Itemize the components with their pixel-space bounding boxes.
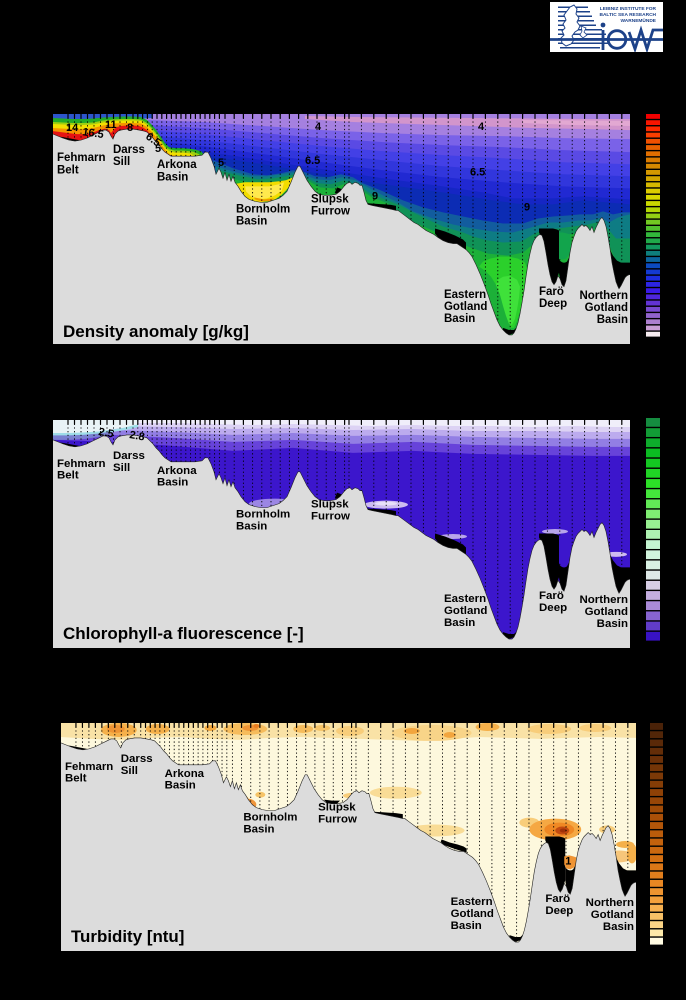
svg-text:9: 9: [372, 190, 378, 202]
svg-text:Basin: Basin: [444, 617, 475, 629]
svg-text:Fehmarn: Fehmarn: [57, 458, 106, 470]
svg-text:Gotland: Gotland: [591, 909, 634, 921]
svg-text:Bornholm: Bornholm: [236, 509, 290, 521]
svg-text:Eastern: Eastern: [451, 896, 493, 908]
svg-text:Gotland: Gotland: [585, 606, 628, 618]
svg-text:9: 9: [524, 201, 530, 213]
svg-text:Arkona: Arkona: [157, 159, 197, 171]
svg-text:4: 4: [478, 121, 485, 133]
svg-text:Turbidity [ntu]: Turbidity [ntu]: [71, 927, 184, 946]
svg-text:Chlorophyll-a fluorescence [-]: Chlorophyll-a fluorescence [-]: [63, 624, 304, 643]
svg-text:6.5: 6.5: [305, 155, 320, 167]
svg-text:Belt: Belt: [57, 470, 79, 482]
svg-text:Gotland: Gotland: [451, 908, 494, 920]
svg-text:4: 4: [315, 121, 322, 133]
svg-text:11: 11: [105, 119, 117, 131]
svg-text:Basin: Basin: [597, 618, 628, 630]
svg-text:5: 5: [155, 143, 161, 155]
svg-text:Furrow: Furrow: [311, 511, 350, 523]
svg-text:Deep: Deep: [539, 298, 567, 310]
svg-text:1: 1: [565, 855, 571, 867]
svg-text:2.8: 2.8: [128, 429, 145, 443]
svg-text:Basin: Basin: [603, 921, 634, 933]
svg-text:Basin: Basin: [597, 314, 628, 326]
svg-text:Eastern: Eastern: [444, 289, 486, 301]
svg-text:Darss: Darss: [113, 144, 145, 156]
svg-text:5: 5: [218, 157, 224, 169]
svg-text:Belt: Belt: [65, 773, 87, 785]
svg-text:8: 8: [127, 122, 133, 134]
svg-text:Bornholm: Bornholm: [236, 203, 290, 215]
svg-text:Bornholm: Bornholm: [243, 812, 297, 824]
svg-text:Basin: Basin: [451, 920, 482, 932]
svg-text:Basin: Basin: [157, 477, 188, 489]
svg-text:Northern: Northern: [586, 897, 634, 909]
svg-text:6.5: 6.5: [470, 166, 485, 178]
svg-text:Arkona: Arkona: [165, 768, 205, 780]
svg-text:Basin: Basin: [157, 171, 188, 183]
svg-text:Sill: Sill: [121, 765, 138, 777]
svg-text:Fehmarn: Fehmarn: [57, 152, 106, 164]
svg-text:Basin: Basin: [236, 215, 267, 227]
svg-text:Furrow: Furrow: [318, 814, 357, 826]
svg-text:Slupsk: Slupsk: [311, 499, 349, 511]
svg-text:Basin: Basin: [165, 780, 196, 792]
svg-text:Darss: Darss: [121, 753, 153, 765]
svg-text:2.5: 2.5: [97, 426, 114, 440]
svg-text:Farö: Farö: [539, 590, 564, 602]
svg-text:Sill: Sill: [113, 156, 130, 168]
svg-text:Basin: Basin: [236, 521, 267, 533]
svg-text:Deep: Deep: [545, 905, 573, 917]
svg-text:Gotland: Gotland: [444, 301, 487, 313]
svg-text:Eastern: Eastern: [444, 593, 486, 605]
svg-text:Northern: Northern: [579, 594, 628, 606]
svg-text:Basin: Basin: [243, 824, 274, 836]
svg-text:WARNEMÜNDE: WARNEMÜNDE: [621, 17, 657, 24]
svg-text:Northern: Northern: [579, 290, 628, 302]
svg-text:Farö: Farö: [539, 286, 564, 298]
svg-text:Density anomaly [g/kg]: Density anomaly [g/kg]: [63, 322, 249, 341]
svg-text:Gotland: Gotland: [585, 302, 628, 314]
svg-text:Fehmarn: Fehmarn: [65, 761, 113, 773]
svg-text:Arkona: Arkona: [157, 465, 197, 477]
svg-text:Deep: Deep: [539, 602, 567, 614]
svg-text:BALTIC SEA RESEARCH: BALTIC SEA RESEARCH: [600, 12, 657, 18]
svg-text:Slupsk: Slupsk: [318, 802, 356, 814]
svg-text:Slupsk: Slupsk: [311, 193, 349, 205]
svg-text:Furrow: Furrow: [311, 205, 350, 217]
svg-text:16.5: 16.5: [82, 126, 105, 141]
svg-text:Belt: Belt: [57, 164, 79, 176]
svg-text:Darss: Darss: [113, 450, 145, 462]
svg-text:Basin: Basin: [444, 313, 475, 325]
svg-text:LEIBNIZ INSTITUTE FOR: LEIBNIZ INSTITUTE FOR: [600, 6, 657, 12]
svg-text:Farö: Farö: [545, 893, 570, 905]
svg-text:Gotland: Gotland: [444, 605, 487, 617]
svg-text:Sill: Sill: [113, 462, 130, 474]
svg-text:14: 14: [66, 122, 79, 134]
